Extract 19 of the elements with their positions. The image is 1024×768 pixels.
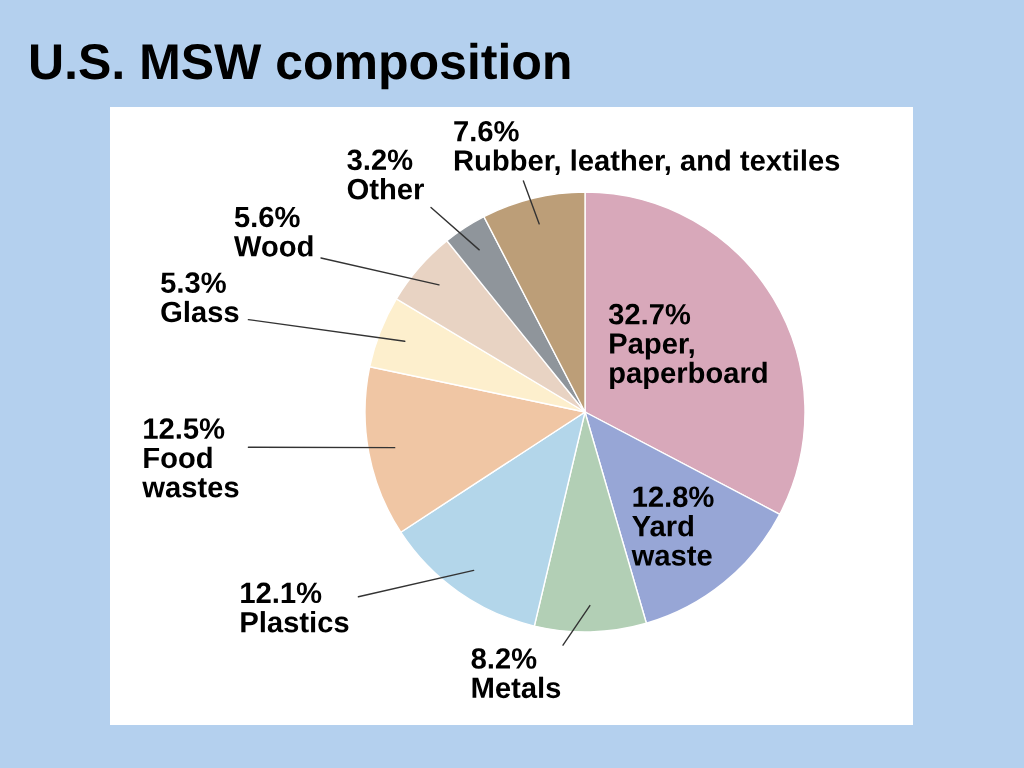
slice-label: Food wastes [142,446,239,498]
slice-label: Other [347,178,424,200]
slice-label: Glass [161,300,239,323]
data-label: 12.1% [241,582,322,604]
data-label: 5.3% [161,272,226,294]
data-label: 3.2% [347,149,413,171]
data-label: 7.6% [454,120,519,142]
slice-label: Rubber, leather, and textiles [454,149,840,176]
data-label: 12.5% [144,418,225,439]
slice-label: Yard waste [631,515,712,566]
slice-label: Plastics [241,611,349,633]
slice-label: Paper, paperboard [610,333,767,389]
data-label: 12.8% [633,486,714,508]
slice-label: Wood [233,235,313,257]
slice-label: Metals [472,676,561,699]
data-label: 8.2% [471,648,537,669]
chart-title: U.S. MSW composition [31,42,570,90]
data-label: 5.6% [234,206,300,228]
data-label: 32.7% [608,303,691,325]
